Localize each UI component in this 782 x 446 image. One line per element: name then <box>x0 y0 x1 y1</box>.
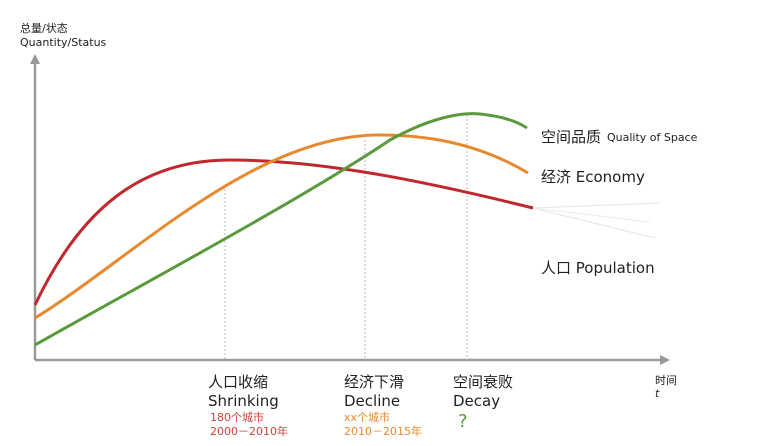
curve-label: 人口 Population <box>541 259 655 277</box>
stage-title: Shrinking <box>208 392 279 410</box>
stage-note: 180个城市 <box>210 410 264 424</box>
curve-label: 空间品质 <box>541 128 601 146</box>
stage-note: xx个城市 <box>344 410 390 424</box>
projection <box>532 207 656 239</box>
stage-title: 经济下滑 <box>344 373 404 391</box>
stage-title: Decay <box>453 392 500 410</box>
x-axis-label: 时间 <box>655 374 677 387</box>
economy-curve <box>34 133 529 320</box>
y-axis-arrow <box>30 54 40 64</box>
y-axis-label: 总量/状态 <box>20 21 68 35</box>
y-axis-label: Quantity/Status <box>20 36 107 49</box>
stage-note: 2000－2010年 <box>210 424 288 438</box>
curve-label: Quality of Space <box>607 131 698 144</box>
x-axis-arrow <box>660 355 670 365</box>
curve-label: 经济 Economy <box>541 168 645 186</box>
x-axis-label: t <box>655 387 660 400</box>
population-curve <box>33 158 534 306</box>
stage-title: 人口收缩 <box>208 373 268 391</box>
projection <box>532 207 651 223</box>
stage-title: Decline <box>344 392 400 410</box>
stage-note: 2010－2015年 <box>344 424 422 438</box>
projection <box>532 202 661 209</box>
stage-title: 空间衰败 <box>453 373 513 391</box>
quality-curve <box>34 112 528 347</box>
stage-note: ? <box>458 411 468 432</box>
